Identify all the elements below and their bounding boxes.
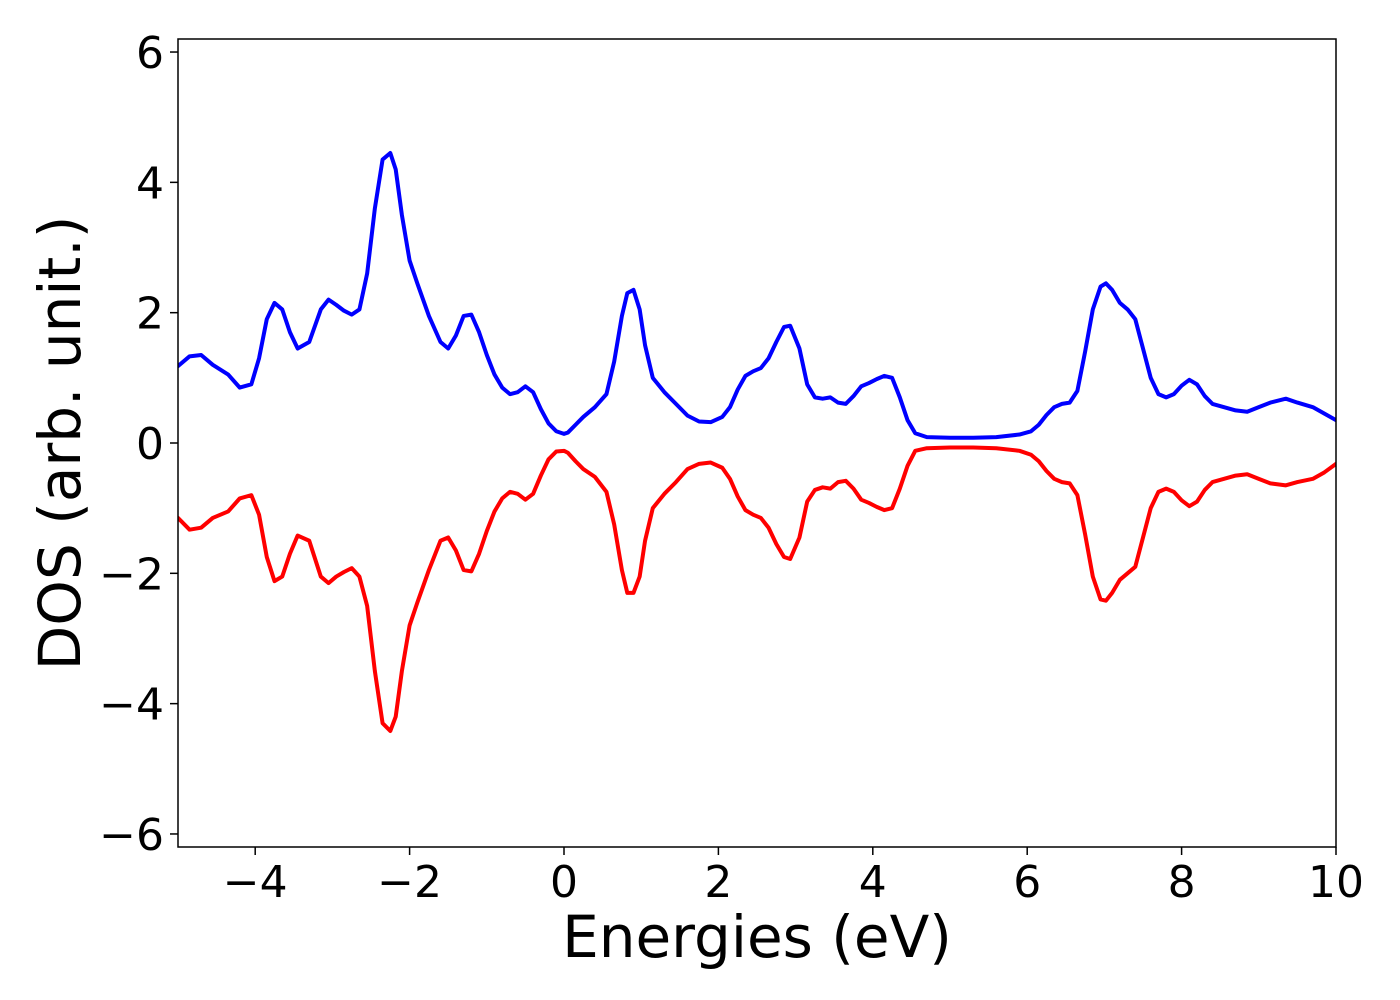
y-tick-label: −6 [99,810,164,861]
x-axis-ticks: −4 −2 0 2 4 6 8 10 [223,847,1364,908]
y-tick-label: −4 [99,680,164,731]
x-tick-label: 2 [704,857,732,908]
x-tick-label: 6 [1013,857,1041,908]
series-line-2 [178,445,1336,734]
x-axis-label: Energies (eV) [562,903,952,971]
x-tick-label: 0 [550,857,578,908]
x-tick-label: −2 [377,857,442,908]
x-tick-label: −4 [223,857,288,908]
series-line-1 [178,151,1336,440]
plot-frame [177,38,1337,848]
y-axis-label: DOS (arb. unit.) [26,216,94,671]
y-axis-ticks: −6 −4 −2 0 2 4 6 [99,28,178,861]
y-tick-label: 6 [136,28,164,79]
y-tick-label: −2 [99,549,164,600]
y-tick-label: 2 [136,289,164,340]
y-tick-label: 4 [136,158,164,209]
x-tick-label: 8 [1168,857,1196,908]
x-tick-label: 4 [859,857,887,908]
series-layer [178,151,1336,734]
x-tick-label: 10 [1308,857,1364,908]
y-tick-label: 0 [136,419,164,470]
